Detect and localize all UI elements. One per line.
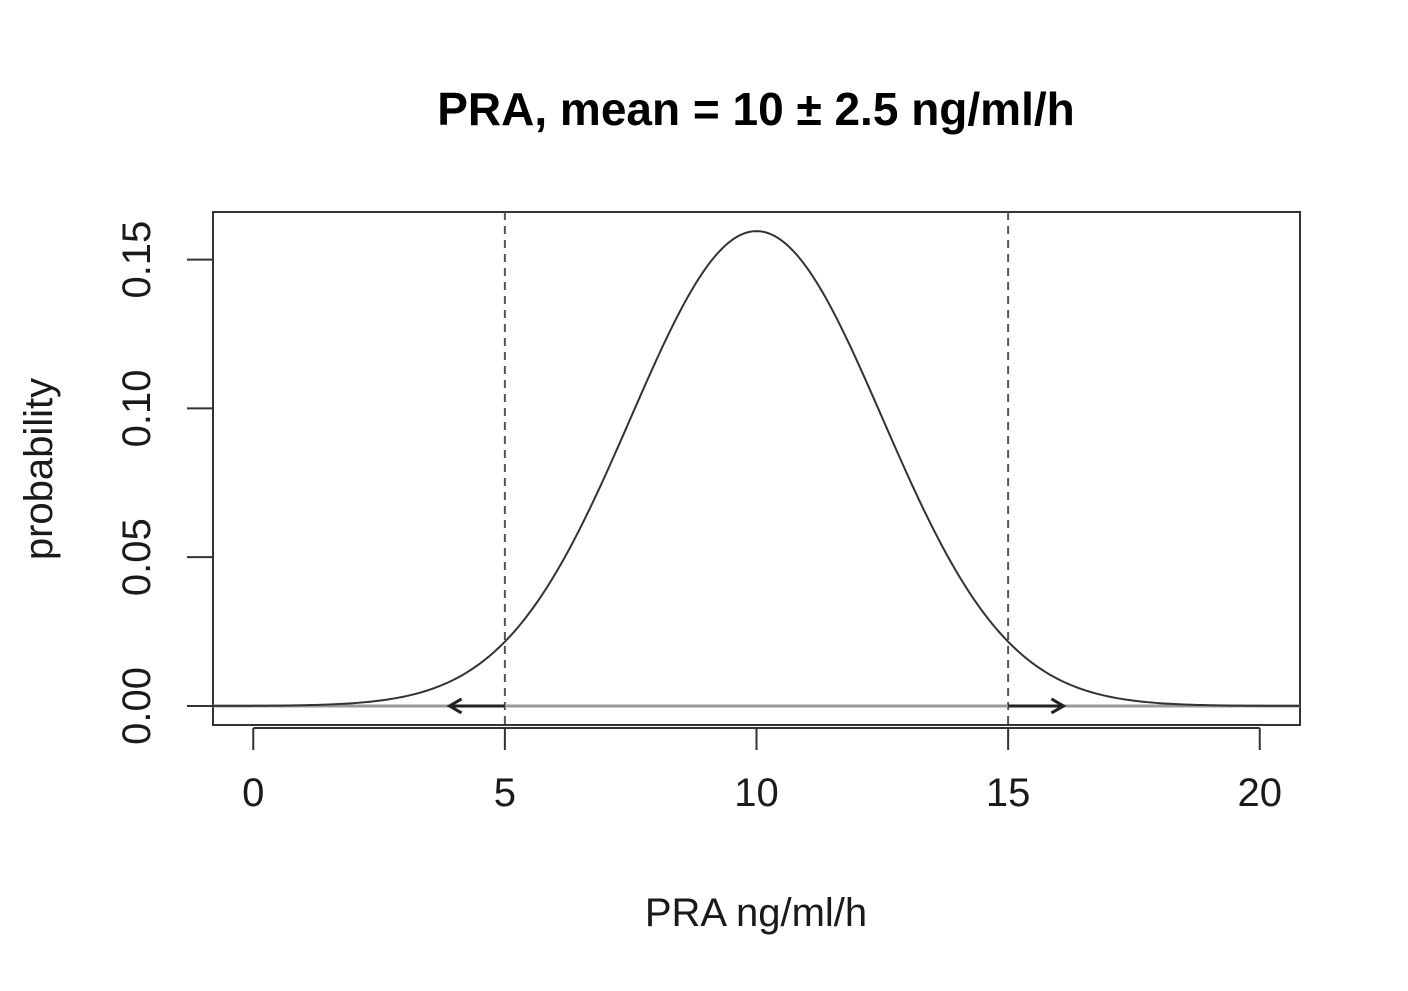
reference-lines [503,212,1010,725]
x-tick-label-20: 20 [1237,771,1282,815]
arrow-head [1050,697,1067,715]
y-tick-label-0.15: 0.15 [115,221,159,299]
x-axis: 0 5 10 15 20 [242,727,1282,815]
arrow-left [446,697,505,715]
density-curve [213,230,1300,707]
plot-frame [212,211,1301,726]
x-tick-label-10: 10 [734,771,779,815]
y-axis: 0.00 0.05 0.10 0.15 [115,221,214,745]
tail-arrows [446,697,1067,715]
chart-title: PRA, mean = 10 ± 2.5 ng/ml/h [437,83,1075,135]
x-tick-label-5: 5 [494,771,516,815]
x-tick-label-15: 15 [986,771,1031,815]
arrow-right [1008,697,1067,715]
y-tick-label-0.10: 0.10 [115,369,159,447]
x-tick-label-0: 0 [242,771,264,815]
y-tick-label-0.05: 0.05 [115,518,159,596]
x-axis-label: PRA ng/ml/h [645,891,867,935]
arrow-head [446,697,463,715]
y-tick-label-0.00: 0.00 [115,667,159,745]
y-axis-label: probability [17,378,61,560]
